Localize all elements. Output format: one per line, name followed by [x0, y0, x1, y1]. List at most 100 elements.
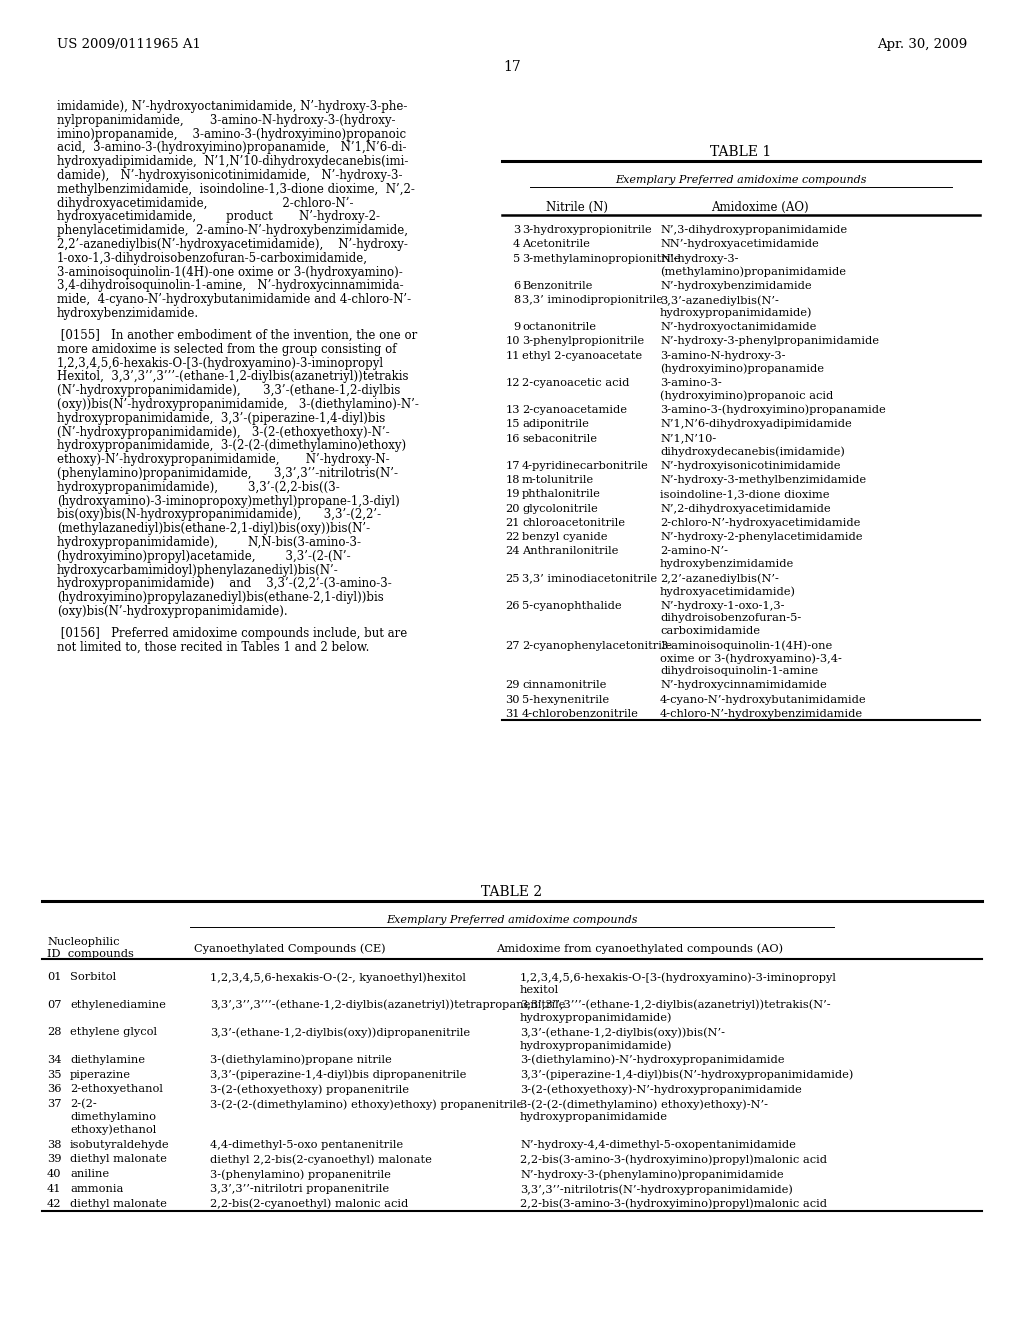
Text: ammonia: ammonia — [70, 1184, 123, 1195]
Text: hydroxycarbamimidoyl)phenylazanediyl)bis(N’-: hydroxycarbamimidoyl)phenylazanediyl)bis… — [57, 564, 339, 577]
Text: 5-cyanophthalide: 5-cyanophthalide — [522, 601, 622, 611]
Text: (hydroxyimino)propanamide: (hydroxyimino)propanamide — [660, 363, 824, 374]
Text: methylbenzimidamide,  isoindoline-1,3-dione dioxime,  N’,2-: methylbenzimidamide, isoindoline-1,3-dio… — [57, 182, 415, 195]
Text: N’-hydroxy-3-methylbenzimidamide: N’-hydroxy-3-methylbenzimidamide — [660, 475, 866, 484]
Text: diethylamine: diethylamine — [70, 1055, 145, 1065]
Text: Acetonitrile: Acetonitrile — [522, 239, 590, 249]
Text: not limited to, those recited in Tables 1 and 2 below.: not limited to, those recited in Tables … — [57, 642, 370, 653]
Text: 41: 41 — [47, 1184, 61, 1195]
Text: 15: 15 — [506, 420, 520, 429]
Text: N’-hydroxycinnamimidamide: N’-hydroxycinnamimidamide — [660, 680, 826, 690]
Text: 2,2’-azanediylbis(N’-: 2,2’-azanediylbis(N’- — [660, 573, 779, 583]
Text: hydroxypropanimidamide): hydroxypropanimidamide) — [660, 308, 812, 318]
Text: 2,2-bis(3-amino-3-(hydroxyimino)propyl)malonic acid: 2,2-bis(3-amino-3-(hydroxyimino)propyl)m… — [520, 1199, 827, 1209]
Text: Exemplary Preferred amidoxime compounds: Exemplary Preferred amidoxime compounds — [386, 915, 638, 925]
Text: hydroxypropanimidamide),        N,N-bis(3-amino-3-: hydroxypropanimidamide), N,N-bis(3-amino… — [57, 536, 361, 549]
Text: N’,3-dihydroxypropanimidamide: N’,3-dihydroxypropanimidamide — [660, 224, 847, 235]
Text: 8: 8 — [513, 294, 520, 305]
Text: 13: 13 — [506, 405, 520, 414]
Text: 10: 10 — [506, 337, 520, 346]
Text: dihydroisoquinolin-1-amine: dihydroisoquinolin-1-amine — [660, 667, 818, 676]
Text: 3-methylaminopropionitrile: 3-methylaminopropionitrile — [522, 253, 681, 264]
Text: 3-(2-(2-(dimethylamino) ethoxy)ethoxy) propanenitrile: 3-(2-(2-(dimethylamino) ethoxy)ethoxy) p… — [210, 1100, 523, 1110]
Text: sebaconitrile: sebaconitrile — [522, 433, 597, 444]
Text: 4-pyridinecarbonitrile: 4-pyridinecarbonitrile — [522, 461, 649, 471]
Text: 3-(2-(ethoxyethoxy) propanenitrile: 3-(2-(ethoxyethoxy) propanenitrile — [210, 1085, 409, 1096]
Text: 3,3’-(ethane-1,2-diylbis(oxy))bis(N’-: 3,3’-(ethane-1,2-diylbis(oxy))bis(N’- — [520, 1027, 725, 1038]
Text: 2-chloro-N’-hydroxyacetimidamide: 2-chloro-N’-hydroxyacetimidamide — [660, 517, 860, 528]
Text: diethyl malonate: diethyl malonate — [70, 1155, 167, 1164]
Text: hydroxyacetimidamide): hydroxyacetimidamide) — [660, 586, 796, 597]
Text: hydroxyadipimidamide,  N’1,N’10-dihydroxydecanebis(imi-: hydroxyadipimidamide, N’1,N’10-dihydroxy… — [57, 156, 409, 168]
Text: oxime or 3-(hydroxyamino)-3,4-: oxime or 3-(hydroxyamino)-3,4- — [660, 653, 842, 664]
Text: Amidoxime from cyanoethylated compounds (AO): Amidoxime from cyanoethylated compounds … — [497, 942, 783, 953]
Text: ethylene glycol: ethylene glycol — [70, 1027, 157, 1038]
Text: N’1,N’10-: N’1,N’10- — [660, 433, 716, 444]
Text: hexitol: hexitol — [520, 985, 559, 995]
Text: N’1,N’6-dihydroxyadipimidamide: N’1,N’6-dihydroxyadipimidamide — [660, 420, 852, 429]
Text: 16: 16 — [506, 433, 520, 444]
Text: hydroxybenzimidamide.: hydroxybenzimidamide. — [57, 308, 199, 319]
Text: Anthranilonitrile: Anthranilonitrile — [522, 546, 618, 557]
Text: hydroxypropanimidamide),        3,3’-(2,2-bis((3-: hydroxypropanimidamide), 3,3’-(2,2-bis((… — [57, 480, 340, 494]
Text: 29: 29 — [506, 680, 520, 690]
Text: 18: 18 — [506, 475, 520, 484]
Text: Nucleophilic: Nucleophilic — [47, 937, 120, 946]
Text: imidamide), N’-hydroxyoctanimidamide, N’-hydroxy-3-phe-: imidamide), N’-hydroxyoctanimidamide, N’… — [57, 100, 408, 114]
Text: 21: 21 — [506, 517, 520, 528]
Text: adiponitrile: adiponitrile — [522, 420, 589, 429]
Text: 5-hexynenitrile: 5-hexynenitrile — [522, 694, 609, 705]
Text: Exemplary Preferred amidoxime compounds: Exemplary Preferred amidoxime compounds — [615, 176, 866, 185]
Text: 28: 28 — [47, 1027, 61, 1038]
Text: phenylacetimidamide,  2-amino-N’-hydroxybenzimidamide,: phenylacetimidamide, 2-amino-N’-hydroxyb… — [57, 224, 408, 238]
Text: ethoxy)ethanol: ethoxy)ethanol — [70, 1125, 157, 1135]
Text: 2-ethoxyethanol: 2-ethoxyethanol — [70, 1085, 163, 1094]
Text: NN’-hydroxyacetimidamide: NN’-hydroxyacetimidamide — [660, 239, 819, 249]
Text: 3,3’,3’’,3’’’-(ethane-1,2-diylbis(azanetriyl))tetrakis(N’-: 3,3’,3’’,3’’’-(ethane-1,2-diylbis(azanet… — [520, 999, 830, 1010]
Text: 3-(diethylamino)-N’-hydroxypropanimidamide: 3-(diethylamino)-N’-hydroxypropanimidami… — [520, 1055, 784, 1065]
Text: 12: 12 — [506, 378, 520, 388]
Text: imino)propanamide,    3-amino-3-(hydroxyimino)propanoic: imino)propanamide, 3-amino-3-(hydroxyimi… — [57, 128, 407, 141]
Text: 3-(phenylamino) propanenitrile: 3-(phenylamino) propanenitrile — [210, 1170, 391, 1180]
Text: 3-phenylpropionitrile: 3-phenylpropionitrile — [522, 337, 644, 346]
Text: N’-hydroxy-3-phenylpropanimidamide: N’-hydroxy-3-phenylpropanimidamide — [660, 337, 879, 346]
Text: 2-(2-: 2-(2- — [70, 1100, 96, 1110]
Text: nylpropanimidamide,       3-amino-N-hydroxy-3-(hydroxy-: nylpropanimidamide, 3-amino-N-hydroxy-3-… — [57, 114, 395, 127]
Text: acid,  3-amino-3-(hydroxyimino)propanamide,   N’1,N’6-di-: acid, 3-amino-3-(hydroxyimino)propanamid… — [57, 141, 407, 154]
Text: 4: 4 — [513, 239, 520, 249]
Text: 42: 42 — [47, 1199, 61, 1209]
Text: glycolonitrile: glycolonitrile — [522, 503, 598, 513]
Text: [0156]   Preferred amidoxime compounds include, but are: [0156] Preferred amidoxime compounds inc… — [57, 627, 408, 640]
Text: hydroxypropanimidamide: hydroxypropanimidamide — [520, 1111, 668, 1122]
Text: mide,  4-cyano-N’-hydroxybutanimidamide and 4-chloro-N’-: mide, 4-cyano-N’-hydroxybutanimidamide a… — [57, 293, 411, 306]
Text: 3,3’-(piperazine-1,4-diyl)bis(N’-hydroxypropanimidamide): 3,3’-(piperazine-1,4-diyl)bis(N’-hydroxy… — [520, 1069, 853, 1080]
Text: 3,3’,3’’,3’’’-(ethane-1,2-diylbis(azanetriyl))tetrapropanenitrile: 3,3’,3’’,3’’’-(ethane-1,2-diylbis(azanet… — [210, 999, 565, 1010]
Text: 4-cyano-N’-hydroxybutanimidamide: 4-cyano-N’-hydroxybutanimidamide — [660, 694, 866, 705]
Text: (hydroxyimino)propylazanediyl)bis(ethane-2,1-diyl))bis: (hydroxyimino)propylazanediyl)bis(ethane… — [57, 591, 384, 605]
Text: hydroxyacetimidamide,        product       N’-hydroxy-2-: hydroxyacetimidamide, product N’-hydroxy… — [57, 210, 380, 223]
Text: Hexitol,  3,3’,3’’,3’’’-(ethane-1,2-diylbis(azanetriyl))tetrakis: Hexitol, 3,3’,3’’,3’’’-(ethane-1,2-diylb… — [57, 371, 409, 384]
Text: 36: 36 — [47, 1085, 61, 1094]
Text: ethylenediamine: ethylenediamine — [70, 999, 166, 1010]
Text: (hydroxyimino)propanoic acid: (hydroxyimino)propanoic acid — [660, 391, 834, 401]
Text: 20: 20 — [506, 503, 520, 513]
Text: (N’-hydroxypropanimidamide),      3,3’-(ethane-1,2-diylbis: (N’-hydroxypropanimidamide), 3,3’-(ethan… — [57, 384, 400, 397]
Text: hydroxybenzimidamide: hydroxybenzimidamide — [660, 560, 795, 569]
Text: 3,3’,3’’-nitrilotris(N’-hydroxypropanimidamide): 3,3’,3’’-nitrilotris(N’-hydroxypropanimi… — [520, 1184, 793, 1195]
Text: 3-aminoisoquinolin-1(4H)-one: 3-aminoisoquinolin-1(4H)-one — [660, 640, 833, 651]
Text: hydroxypropanimidamide)    and    3,3’-(2,2’-(3-amino-3-: hydroxypropanimidamide) and 3,3’-(2,2’-(… — [57, 577, 392, 590]
Text: 3-(2-(2-(dimethylamino) ethoxy)ethoxy)-N’-: 3-(2-(2-(dimethylamino) ethoxy)ethoxy)-N… — [520, 1100, 768, 1110]
Text: 4-chlorobenzonitrile: 4-chlorobenzonitrile — [522, 709, 639, 719]
Text: [0155]   In another embodiment of the invention, the one or: [0155] In another embodiment of the inve… — [57, 329, 417, 342]
Text: more amidoxime is selected from the group consisting of: more amidoxime is selected from the grou… — [57, 343, 396, 356]
Text: 31: 31 — [506, 709, 520, 719]
Text: 2,2’-azanediylbis(N’-hydroxyacetimidamide),    N’-hydroxy-: 2,2’-azanediylbis(N’-hydroxyacetimidamid… — [57, 238, 408, 251]
Text: hydroxypropanimidamide,  3-(2-(2-(dimethylamino)ethoxy): hydroxypropanimidamide, 3-(2-(2-(dimethy… — [57, 440, 407, 453]
Text: 37: 37 — [47, 1100, 61, 1109]
Text: 3-amino-3-(hydroxyimino)propanamide: 3-amino-3-(hydroxyimino)propanamide — [660, 405, 886, 416]
Text: chloroacetonitrile: chloroacetonitrile — [522, 517, 625, 528]
Text: Nitrile (N): Nitrile (N) — [546, 201, 608, 214]
Text: 3,4-dihydroisoquinolin-1-amine,   N’-hydroxycinnamimida-: 3,4-dihydroisoquinolin-1-amine, N’-hydro… — [57, 280, 403, 293]
Text: 9: 9 — [513, 322, 520, 333]
Text: 30: 30 — [506, 694, 520, 705]
